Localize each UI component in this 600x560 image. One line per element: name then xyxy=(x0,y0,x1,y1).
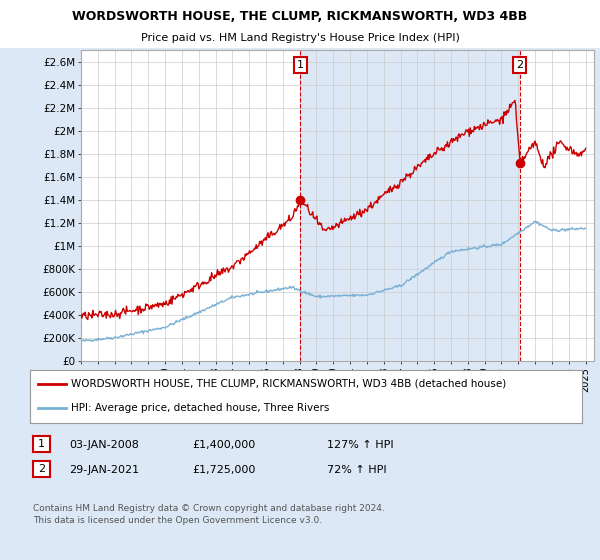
Text: 29-JAN-2021: 29-JAN-2021 xyxy=(69,465,139,475)
Text: WORDSWORTH HOUSE, THE CLUMP, RICKMANSWORTH, WD3 4BB: WORDSWORTH HOUSE, THE CLUMP, RICKMANSWOR… xyxy=(73,11,527,24)
Text: 72% ↑ HPI: 72% ↑ HPI xyxy=(327,465,386,475)
Text: Price paid vs. HM Land Registry's House Price Index (HPI): Price paid vs. HM Land Registry's House … xyxy=(140,34,460,43)
Text: 1: 1 xyxy=(297,60,304,70)
Text: WORDSWORTH HOUSE, THE CLUMP, RICKMANSWORTH, WD3 4BB (detached house): WORDSWORTH HOUSE, THE CLUMP, RICKMANSWOR… xyxy=(71,379,506,389)
Text: HPI: Average price, detached house, Three Rivers: HPI: Average price, detached house, Thre… xyxy=(71,403,330,413)
Text: 2: 2 xyxy=(38,464,45,474)
Text: £1,400,000: £1,400,000 xyxy=(192,440,255,450)
Text: 127% ↑ HPI: 127% ↑ HPI xyxy=(327,440,394,450)
Bar xyxy=(301,50,520,361)
Text: 1: 1 xyxy=(38,439,45,449)
Text: £1,725,000: £1,725,000 xyxy=(192,465,256,475)
Text: 03-JAN-2008: 03-JAN-2008 xyxy=(69,440,139,450)
Text: Contains HM Land Registry data © Crown copyright and database right 2024.: Contains HM Land Registry data © Crown c… xyxy=(33,504,385,513)
Text: This data is licensed under the Open Government Licence v3.0.: This data is licensed under the Open Gov… xyxy=(33,516,322,525)
Text: 2: 2 xyxy=(516,60,523,70)
